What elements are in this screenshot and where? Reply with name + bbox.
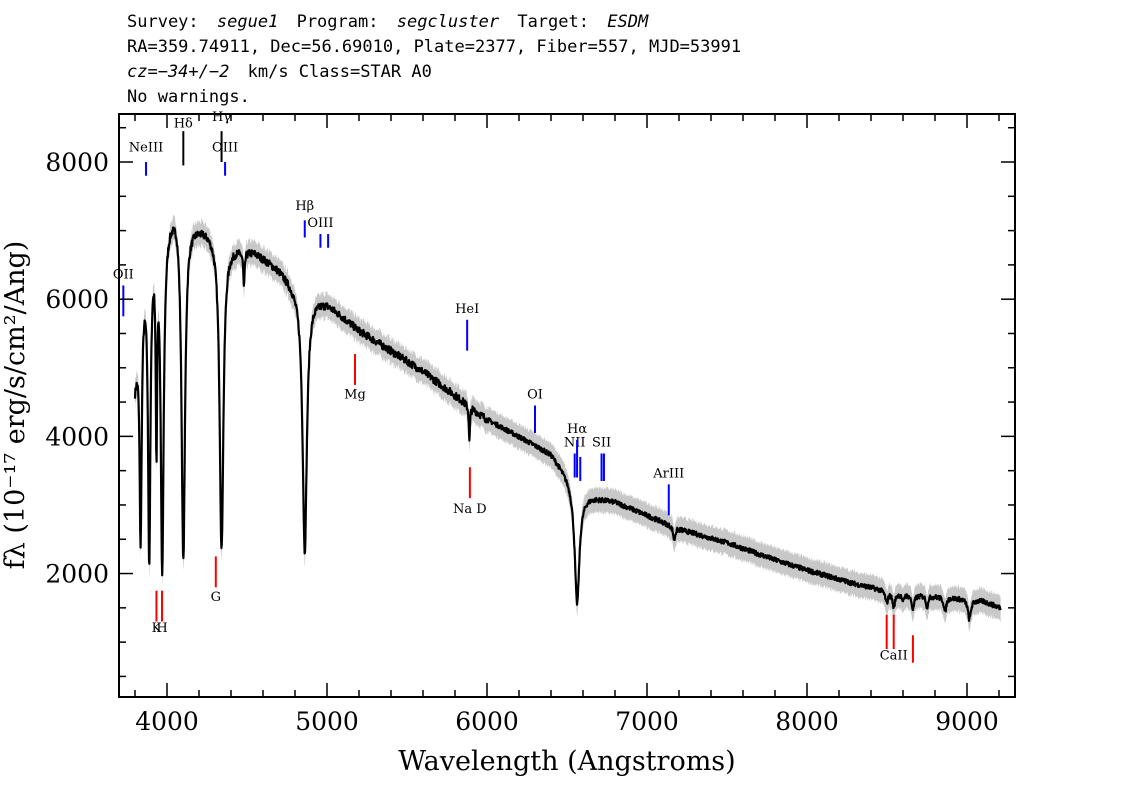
line-marker-label-na-d: Na D: [453, 502, 487, 517]
line-marker-label-k: K: [152, 621, 162, 636]
flux-series-line: [133, 226, 1002, 622]
x-tick-label: 4000: [135, 707, 199, 736]
flux-layer: [133, 226, 1002, 622]
line-marker-label-g: G: [211, 590, 221, 605]
error-band: [135, 215, 1001, 634]
program-value: segcluster: [397, 12, 500, 32]
y-tick-label: 6000: [45, 285, 109, 314]
header-line-3: cz=−34+/−2 km/s Class=STAR A0: [127, 62, 432, 82]
line-marker-label-oiii: OIII: [307, 216, 333, 231]
line-marker-label-h: H: [156, 621, 167, 636]
plot-frame: [118, 113, 1016, 698]
line-marker-label-caii: CaII: [880, 648, 908, 663]
header-warnings: No warnings.: [127, 87, 250, 107]
survey-value: segue1: [217, 12, 278, 32]
target-label: Target:: [517, 12, 589, 32]
y-tick-label: 4000: [45, 422, 109, 451]
target-value: ESDM: [607, 12, 649, 32]
y-axis-title: fλ (10⁻¹⁷ erg/s/cm²/Ang): [0, 241, 31, 570]
line-marker-label-nii: NII: [564, 436, 586, 451]
header-line-2: RA=359.74911, Dec=56.69010, Plate=2377, …: [127, 37, 741, 57]
x-tick-label: 6000: [455, 707, 519, 736]
line-marker-label-oiii: OIII: [212, 141, 238, 156]
line-marker-label-mg: Mg: [344, 388, 366, 403]
line-marker-label-oii: OII: [113, 268, 134, 283]
line-marker-label-hei: HeI: [455, 302, 479, 317]
line-marker-label-oi: OI: [527, 388, 543, 403]
class-text: km/s Class=STAR A0: [248, 62, 432, 82]
y-tick-label: 8000: [45, 148, 109, 177]
axes-layer: 4000 5000 6000 7000 8000 9000 2000 4000 6000 8000: [45, 113, 1016, 736]
line-marker-label-h-: Hβ: [295, 199, 314, 214]
x-tick-label: 8000: [775, 707, 839, 736]
header-line-1: Survey: segue1 Program: segcluster Targe…: [127, 12, 649, 32]
line-marker-label-sii: SII: [592, 436, 611, 451]
line-marker-label-h-: Hα: [567, 422, 587, 437]
x-tick-label: 7000: [615, 707, 679, 736]
line-marker-label-ariii: ArIII: [652, 467, 684, 482]
error-band-layer: [135, 215, 1001, 634]
line-marker-label-h-: Hδ: [174, 117, 193, 132]
y-tick-label: 2000: [45, 560, 109, 589]
line-marker-label-neiii: NeIII: [129, 141, 163, 156]
survey-label: Survey:: [127, 12, 199, 32]
x-tick-label: 5000: [295, 707, 359, 736]
cz-value: cz=−34+/−2: [127, 62, 229, 82]
x-tick-label: 9000: [935, 707, 999, 736]
x-axis-title: Wavelength (Angstroms): [398, 746, 735, 777]
program-label: Program:: [297, 12, 379, 32]
line-marker-label-h-: Hγ: [212, 110, 231, 125]
